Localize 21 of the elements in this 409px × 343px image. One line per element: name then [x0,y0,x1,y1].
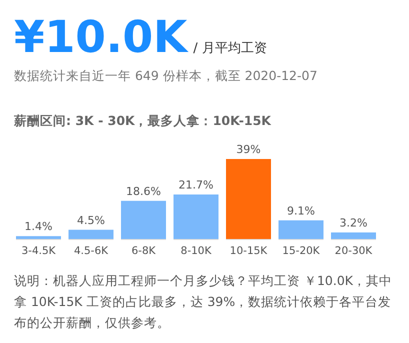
data-label: 3.2% [340,216,368,230]
data-label: 18.6% [126,184,161,198]
annotation: 布的公开薪酬，仅供参考。 [14,315,170,330]
x-tick: 6-8K [131,245,156,257]
annotation: 薪酬区间: 3K - 30K，最多人拿：10K-15K [14,113,271,128]
annotation: 拿 10K-15K 工资的占比最多，达 39%，数据统计依赖于各平台发 [14,294,392,309]
annotation: 说明：机器人应用工程师一个月多少钱？平均工资 ￥10.0K，其中 [14,273,392,288]
data-label: 1.4% [24,220,52,234]
data-label: 39% [236,143,261,156]
data-label: 9.1% [287,204,315,218]
x-tick: 15-20K [282,245,320,257]
x-tick: 20-30K [334,245,372,257]
x-tick: 4.5-6K [74,245,108,257]
data-label: 4.5% [77,214,105,227]
x-tick: 3-4.5K [21,245,56,257]
data-label: 21.7% [178,178,214,192]
annotation: 数据统计来自近一年 649 份样本，截至 2020-12-07 [14,68,318,83]
x-tick: 10-15K [230,245,268,257]
subtitle: / 月平均工资 [193,41,267,56]
x-tick: 8-10K [180,245,212,257]
title: ¥10.0K [14,12,188,63]
